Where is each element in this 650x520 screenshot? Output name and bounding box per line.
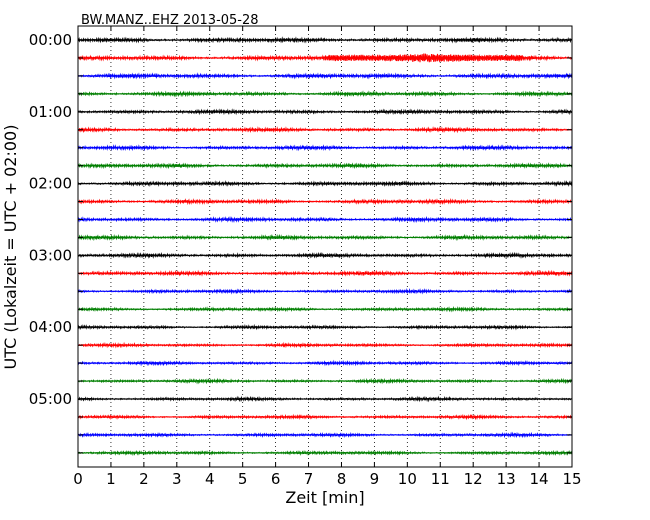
trace-0315 [77, 269, 573, 277]
y-tick-label-0200: 02:00 [29, 175, 72, 193]
x-tick-label-6: 6 [271, 470, 281, 488]
x-axis-label: Zeit [min] [285, 488, 364, 507]
seismic-traces [77, 36, 573, 457]
trace-0245 [77, 233, 573, 242]
trace-0100 [77, 108, 573, 116]
x-tick-label-10: 10 [398, 470, 417, 488]
plot-frame [77, 25, 573, 468]
x-tick-label-12: 12 [464, 470, 483, 488]
x-tick-label-1: 1 [106, 470, 116, 488]
x-tick-label-4: 4 [205, 470, 215, 488]
trace-0415 [77, 341, 573, 349]
y-tick-label-0400: 04:00 [29, 318, 72, 336]
x-tick-label-8: 8 [337, 470, 347, 488]
trace-0345 [77, 305, 573, 313]
chart-title: BW.MANZ..EHZ 2013-05-28 [81, 13, 259, 28]
trace-0230 [77, 215, 573, 223]
trace-0445 [77, 377, 573, 385]
trace-0400 [77, 323, 573, 331]
trace-0500 [77, 395, 573, 403]
x-tick-label-2: 2 [139, 470, 149, 488]
trace-0115 [77, 126, 573, 134]
x-tick-label-5: 5 [238, 470, 248, 488]
x-tick-label-15: 15 [562, 470, 581, 488]
trace-0030 [77, 72, 573, 80]
y-axis-label: UTC (Lokalzeit = UTC + 02:00) [1, 125, 20, 370]
trace-0545 [77, 449, 573, 457]
trace-0430 [77, 359, 573, 367]
trace-0045 [77, 90, 573, 98]
trace-0300 [77, 251, 573, 259]
x-tick-label-3: 3 [172, 470, 182, 488]
x-axis-ticks: 0 1 2 3 4 5 6 7 8 9 10 11 12 13 14 15 [73, 26, 582, 488]
trace-0130 [77, 144, 573, 152]
y-axis-ticks: 00:00 01:00 02:00 03:00 04:00 05:00 [29, 31, 572, 454]
x-tick-label-0: 0 [73, 470, 83, 488]
trace-0015 [77, 53, 572, 63]
x-tick-label-9: 9 [370, 470, 380, 488]
x-tick-label-11: 11 [431, 470, 450, 488]
x-tick-label-13: 13 [497, 470, 516, 488]
vertical-gridlines [110, 26, 540, 467]
trace-0200 [77, 180, 573, 188]
trace-0530 [77, 431, 573, 439]
y-tick-label-0100: 01:00 [29, 103, 72, 121]
y-tick-label-0000: 00:00 [29, 31, 72, 49]
trace-0330 [77, 287, 573, 295]
trace-0145 [77, 162, 573, 170]
x-tick-label-7: 7 [304, 470, 314, 488]
y-tick-label-0300: 03:00 [29, 246, 72, 264]
trace-0000 [77, 36, 573, 44]
x-tick-label-14: 14 [530, 470, 549, 488]
trace-0215 [77, 197, 573, 206]
y-tick-label-0500: 05:00 [29, 390, 72, 408]
trace-0515 [77, 413, 573, 421]
